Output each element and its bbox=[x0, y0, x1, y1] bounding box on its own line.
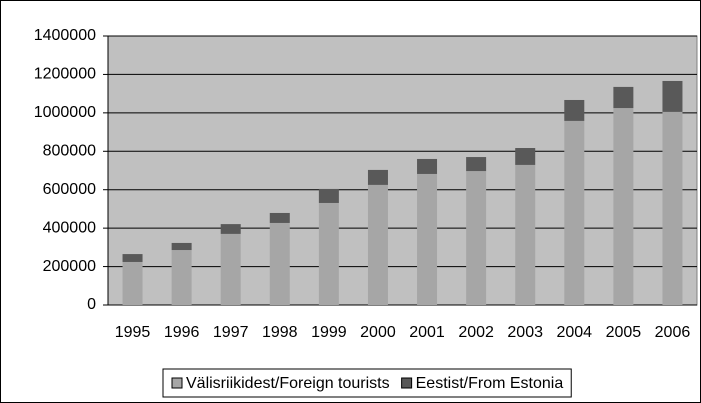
bar-segment bbox=[662, 111, 683, 306]
x-tick-label: 2001 bbox=[409, 324, 445, 341]
x-tick-label: 1995 bbox=[115, 324, 151, 341]
y-tick-label: 1400000 bbox=[34, 27, 96, 44]
bar-segment bbox=[269, 222, 290, 305]
bar-segment bbox=[367, 169, 388, 185]
bar-segment bbox=[613, 86, 634, 109]
bar-segment bbox=[564, 99, 585, 121]
y-tick-label: 1000000 bbox=[34, 104, 96, 121]
x-tick-label: 1997 bbox=[213, 324, 249, 341]
bar-segment bbox=[466, 157, 487, 172]
x-tick-label: 2005 bbox=[606, 324, 642, 341]
y-tick-label: 800000 bbox=[43, 143, 96, 160]
bar-segment bbox=[466, 171, 487, 305]
bar-segment bbox=[220, 224, 241, 234]
legend-marker bbox=[171, 377, 183, 389]
bar-segment bbox=[220, 233, 241, 305]
bar-segment bbox=[122, 261, 143, 305]
bar-segment bbox=[417, 158, 438, 174]
bar-segment bbox=[318, 202, 339, 305]
x-tick-label: 1998 bbox=[262, 324, 298, 341]
x-tick-label: 1999 bbox=[311, 324, 347, 341]
y-tick-label: 400000 bbox=[43, 219, 96, 236]
plot-area bbox=[107, 35, 698, 306]
bar-segment bbox=[269, 212, 290, 223]
legend-box bbox=[162, 368, 572, 398]
bar-segment bbox=[515, 148, 536, 165]
y-tick-label: 200000 bbox=[43, 258, 96, 275]
x-tick-label: 2002 bbox=[458, 324, 494, 341]
legend-label: Eestist/From Estonia bbox=[416, 375, 564, 392]
bar-segment bbox=[564, 120, 585, 305]
legend-marker bbox=[401, 377, 413, 389]
bar-segment bbox=[662, 80, 683, 112]
bar-segment bbox=[171, 250, 192, 305]
bar-segment bbox=[318, 188, 339, 203]
x-tick-label: 2003 bbox=[507, 324, 543, 341]
bar-segment bbox=[171, 242, 192, 251]
bar-segment bbox=[515, 164, 536, 305]
bar-segment bbox=[613, 108, 634, 305]
y-tick-label: 0 bbox=[87, 296, 96, 313]
y-tick-label: 600000 bbox=[43, 181, 96, 198]
legend-label: Välisriikidest/Foreign tourists bbox=[186, 375, 390, 392]
x-tick-label: 2004 bbox=[556, 324, 592, 341]
bar-segment bbox=[122, 254, 143, 262]
x-tick-label: 2006 bbox=[655, 324, 691, 341]
bar-segment bbox=[417, 173, 438, 305]
bar-segment bbox=[367, 184, 388, 305]
y-tick-label: 1200000 bbox=[34, 66, 96, 83]
x-tick-label: 2000 bbox=[360, 324, 396, 341]
x-tick-label: 1996 bbox=[164, 324, 200, 341]
